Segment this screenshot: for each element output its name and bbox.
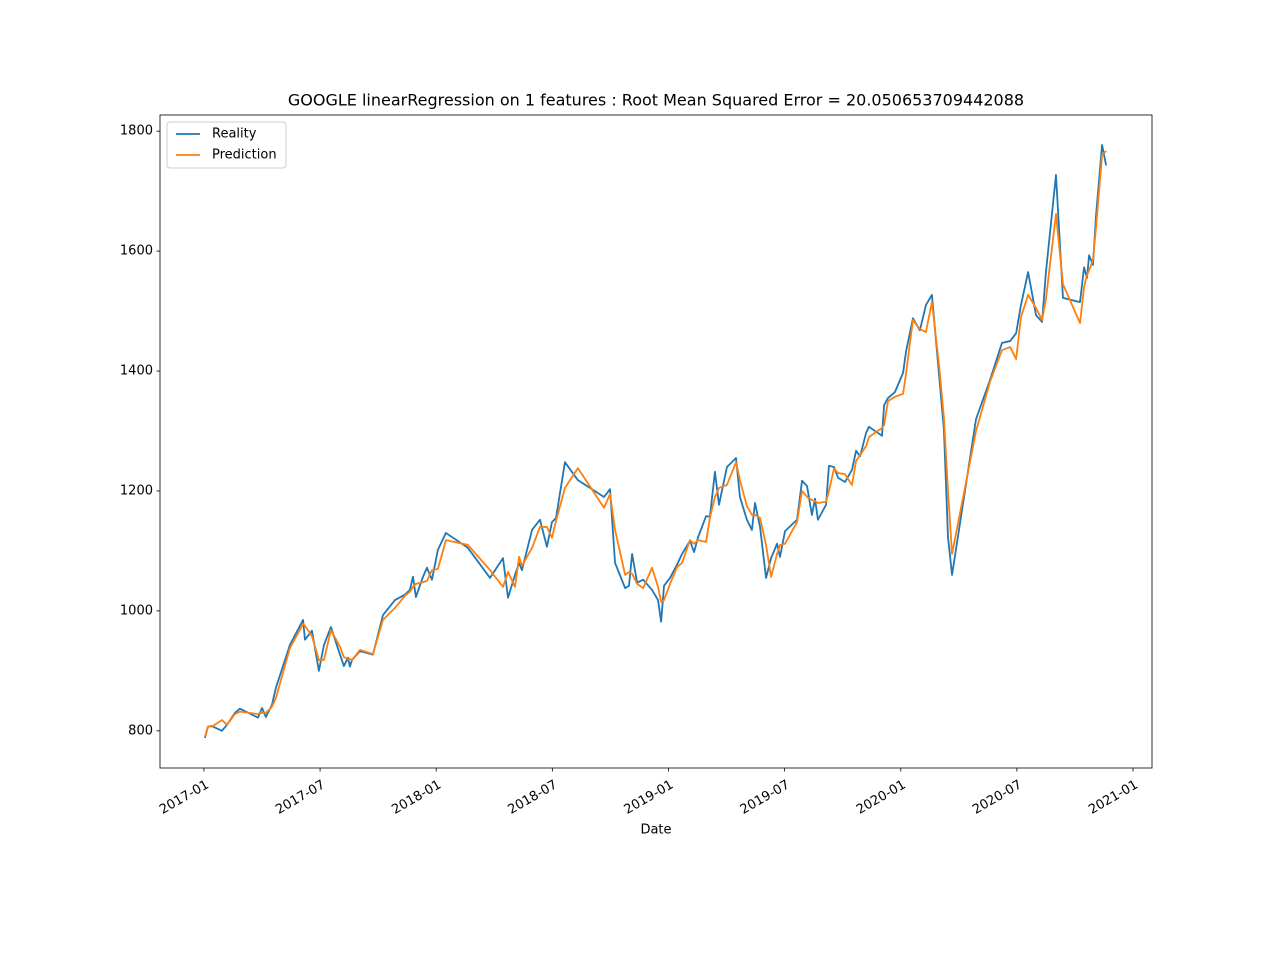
plot-frame: [159, 114, 1153, 769]
y-tick-label: 1000: [120, 603, 153, 618]
y-tick-label: 800: [128, 723, 153, 738]
y-tick-label: 1600: [120, 244, 153, 259]
y-tick-label: 1400: [120, 364, 153, 379]
series-line: [204, 144, 1108, 739]
y-tick-label: 1200: [120, 483, 153, 498]
y-tick-label: 1800: [120, 124, 153, 139]
legend-label: Reality: [212, 127, 257, 142]
series-line: [204, 150, 1107, 738]
x-axis-label: Date: [640, 823, 671, 838]
legend-label: Prediction: [212, 148, 277, 163]
chart-title: GOOGLE linearRegression on 1 features : …: [288, 91, 1024, 110]
